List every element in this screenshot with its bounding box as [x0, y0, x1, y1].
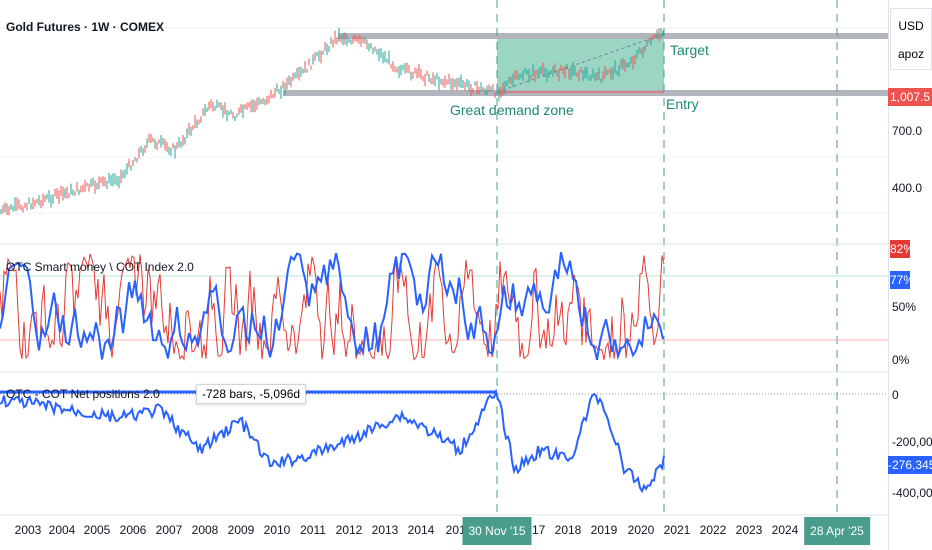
cot-tick: 0% — [892, 353, 910, 367]
currency-selector[interactable]: USD apoz — [890, 8, 932, 70]
time-highlight-right: 28 Apr '25 — [804, 517, 870, 545]
time-highlight-left: 30 Nov '15 — [462, 517, 532, 545]
year-tick: 2018 — [554, 523, 582, 537]
year-tick: 2005 — [83, 523, 111, 537]
demand-zone — [497, 37, 664, 94]
net-value-tag: -276,345 — [888, 456, 932, 474]
net-tick: -400,000 — [892, 486, 932, 500]
year-tick: 2024 — [771, 523, 799, 537]
chart-canvas[interactable] — [0, 0, 888, 550]
year-tick: 2007 — [155, 523, 183, 537]
cot-index-pane — [0, 243, 888, 361]
year-tick: 2004 — [48, 523, 76, 537]
year-tick: 2020 — [627, 523, 655, 537]
year-tick: 2013 — [371, 523, 399, 537]
year-tick: 2009 — [227, 523, 255, 537]
year-tick: 2011 — [300, 523, 326, 537]
year-tick: 2022 — [699, 523, 727, 537]
year-tick: 2012 — [335, 523, 363, 537]
net-tick: 0 — [892, 388, 899, 402]
net-positions-title[interactable]: OTC - COT Net positions 2.0 — [6, 387, 160, 401]
price-candles — [0, 27, 664, 216]
currency-code: USD — [898, 19, 924, 33]
net-positions-line — [0, 388, 665, 494]
year-tick: 2010 — [263, 523, 291, 537]
year-tick: 2023 — [735, 523, 763, 537]
year-tick: 2006 — [119, 523, 147, 537]
year-tick: 2008 — [191, 523, 219, 537]
cot-index-blue-line — [0, 251, 664, 361]
target-label: Target — [670, 42, 709, 58]
price-pane — [0, 27, 888, 216]
cot-red-tag: 82% — [890, 240, 915, 258]
year-tick: 2019 — [590, 523, 618, 537]
year-tick: 2003 — [14, 523, 42, 537]
cot-index-title[interactable]: OTC Smart money \ COT Index 2.0 — [6, 260, 194, 274]
entry-label: Entry — [666, 96, 699, 112]
cot-blue-tag: 77% — [890, 271, 915, 289]
chart-title: Gold Futures · 1W · COMEX — [6, 20, 164, 34]
measure-tooltip: -728 bars, -5,096d — [196, 384, 307, 404]
currency-unit: apoz — [897, 47, 925, 61]
last-price-tag: 1,007.5 — [888, 88, 932, 106]
price-tick: 400.0 — [892, 181, 923, 195]
zone-label: Great demand zone — [450, 102, 574, 118]
cot-tick: 50% — [892, 300, 917, 314]
year-tick: 2014 — [407, 523, 435, 537]
year-tick: 2021 — [663, 523, 691, 537]
net-tick: -200,000 — [892, 435, 932, 449]
price-tick: 700.0 — [892, 124, 923, 138]
